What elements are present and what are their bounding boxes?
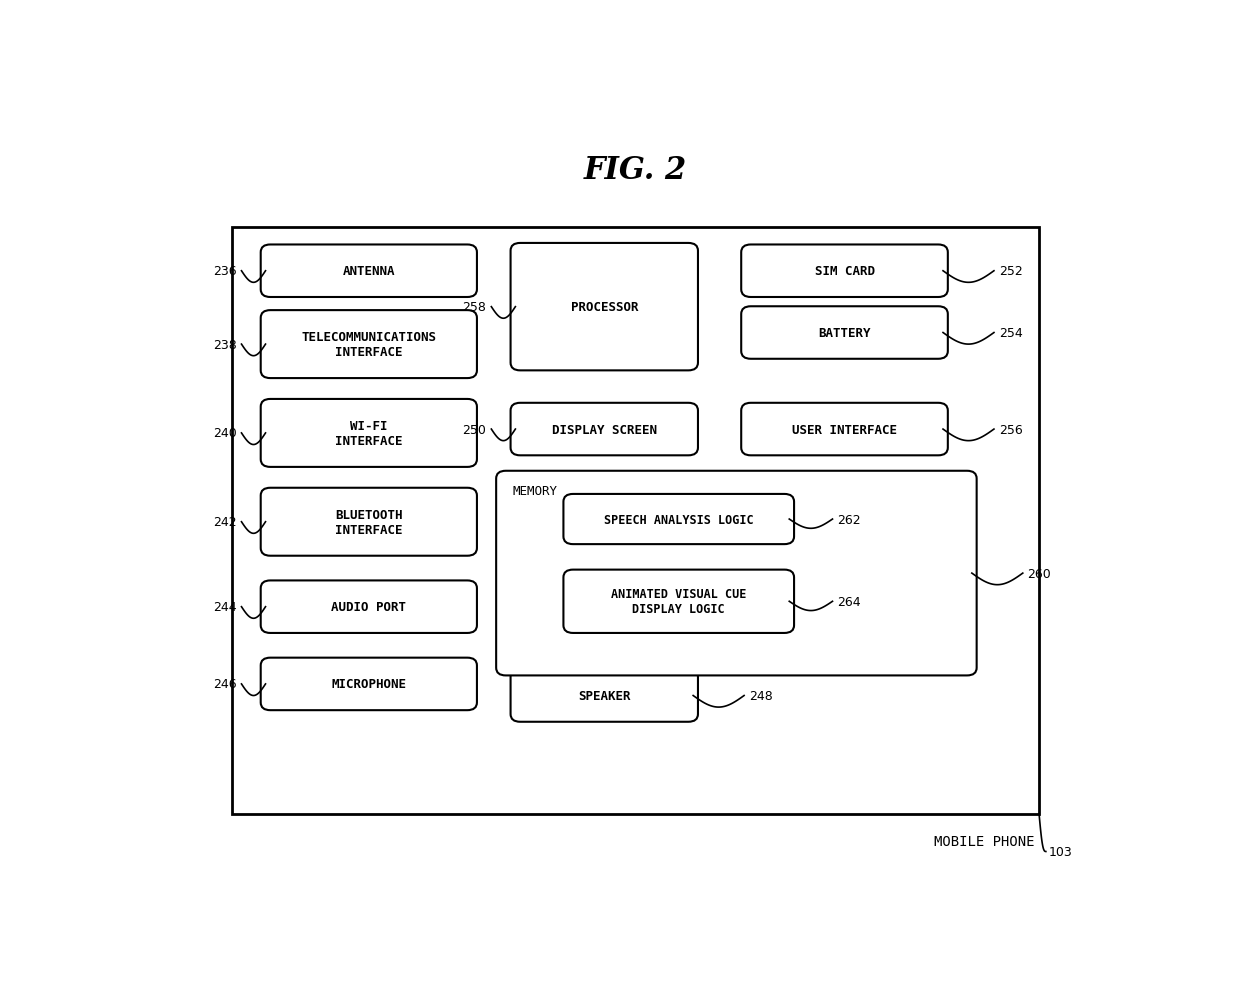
- Text: SPEAKER: SPEAKER: [578, 689, 630, 702]
- FancyBboxPatch shape: [511, 243, 698, 371]
- FancyBboxPatch shape: [511, 404, 698, 456]
- Text: 262: 262: [837, 513, 861, 526]
- Text: PROCESSOR: PROCESSOR: [570, 301, 639, 314]
- FancyBboxPatch shape: [260, 658, 477, 710]
- Text: BATTERY: BATTERY: [818, 327, 870, 340]
- Text: 246: 246: [213, 677, 237, 690]
- Text: 240: 240: [213, 427, 237, 440]
- Text: WI-FI
INTERFACE: WI-FI INTERFACE: [335, 420, 403, 448]
- FancyBboxPatch shape: [496, 471, 977, 675]
- Text: 244: 244: [213, 600, 237, 613]
- Text: MICROPHONE: MICROPHONE: [331, 677, 407, 690]
- Text: USER INTERFACE: USER INTERFACE: [792, 423, 897, 436]
- Text: 252: 252: [998, 265, 1023, 278]
- Text: 236: 236: [213, 265, 237, 278]
- FancyBboxPatch shape: [260, 581, 477, 633]
- Text: DISPLAY SCREEN: DISPLAY SCREEN: [552, 423, 657, 436]
- Text: MOBILE PHONE: MOBILE PHONE: [934, 834, 1034, 848]
- FancyBboxPatch shape: [260, 311, 477, 379]
- Text: 254: 254: [998, 327, 1023, 340]
- Text: 256: 256: [998, 423, 1023, 436]
- FancyBboxPatch shape: [742, 245, 947, 298]
- FancyBboxPatch shape: [260, 400, 477, 467]
- FancyBboxPatch shape: [742, 404, 947, 456]
- Text: ANTENNA: ANTENNA: [342, 265, 396, 278]
- FancyBboxPatch shape: [511, 669, 698, 722]
- Text: 260: 260: [1028, 567, 1052, 580]
- FancyBboxPatch shape: [260, 488, 477, 556]
- Text: SPEECH ANALYSIS LOGIC: SPEECH ANALYSIS LOGIC: [604, 513, 754, 526]
- Text: 250: 250: [463, 423, 486, 436]
- Text: 238: 238: [213, 339, 237, 352]
- FancyBboxPatch shape: [563, 494, 794, 545]
- Text: 258: 258: [463, 301, 486, 314]
- Text: BLUETOOTH
INTERFACE: BLUETOOTH INTERFACE: [335, 508, 403, 536]
- Text: SIM CARD: SIM CARD: [815, 265, 874, 278]
- FancyBboxPatch shape: [742, 307, 947, 360]
- Text: MEMORY: MEMORY: [512, 484, 558, 497]
- FancyBboxPatch shape: [260, 245, 477, 298]
- Text: ANIMATED VISUAL CUE
DISPLAY LOGIC: ANIMATED VISUAL CUE DISPLAY LOGIC: [611, 588, 746, 615]
- FancyBboxPatch shape: [563, 570, 794, 633]
- Text: 248: 248: [749, 689, 773, 702]
- Bar: [232, 228, 1039, 815]
- Text: 103: 103: [1049, 845, 1073, 858]
- Text: 264: 264: [837, 595, 861, 608]
- Text: TELECOMMUNICATIONS
INTERFACE: TELECOMMUNICATIONS INTERFACE: [301, 331, 436, 359]
- Text: 242: 242: [213, 516, 237, 529]
- Text: AUDIO PORT: AUDIO PORT: [331, 600, 407, 613]
- Text: FIG. 2: FIG. 2: [584, 155, 687, 186]
